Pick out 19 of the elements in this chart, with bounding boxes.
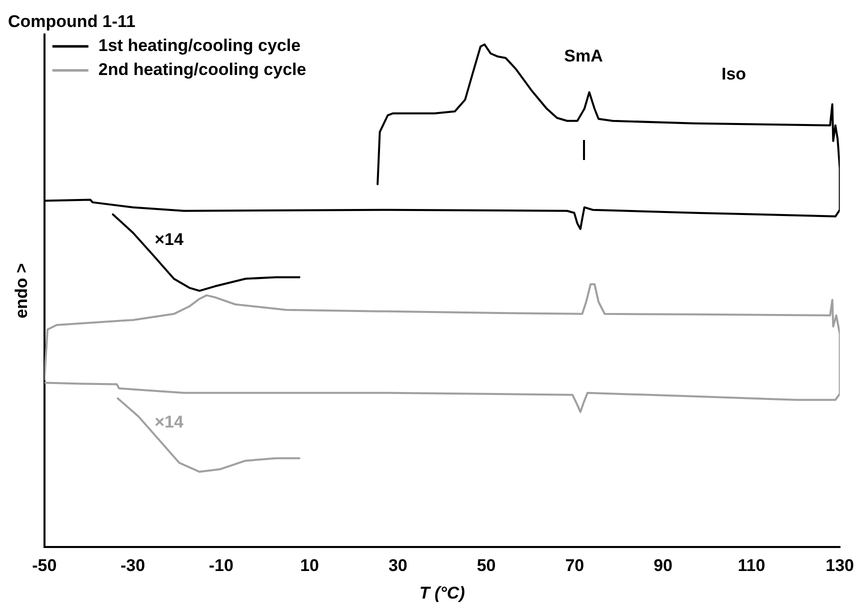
annotation: ×14: [154, 412, 184, 432]
y-axis-title: endo >: [12, 263, 31, 318]
annotation: SmA: [564, 46, 603, 66]
x-tick-label: 110: [738, 556, 766, 576]
x-tick-label: -10: [208, 556, 234, 576]
x-tick-label: 130: [826, 556, 854, 576]
x-tick-label: 30: [388, 556, 408, 576]
x-tick-label: 10: [300, 556, 319, 576]
legend-label: 2nd heating/cooling cycle: [98, 60, 306, 80]
x-tick-label: -50: [32, 556, 57, 576]
x-tick-label: -30: [120, 556, 146, 576]
annotation: Iso: [721, 64, 746, 84]
legend-label: 1st heating/cooling cycle: [98, 36, 301, 56]
x-tick-label: 50: [476, 556, 496, 576]
chart-title: Compound 1-11: [8, 12, 136, 31]
annotation: ×14: [154, 230, 184, 250]
x-tick-label: 70: [565, 556, 584, 576]
x-tick-label: 90: [654, 556, 673, 576]
x-axis-title: T (°C): [419, 583, 466, 602]
